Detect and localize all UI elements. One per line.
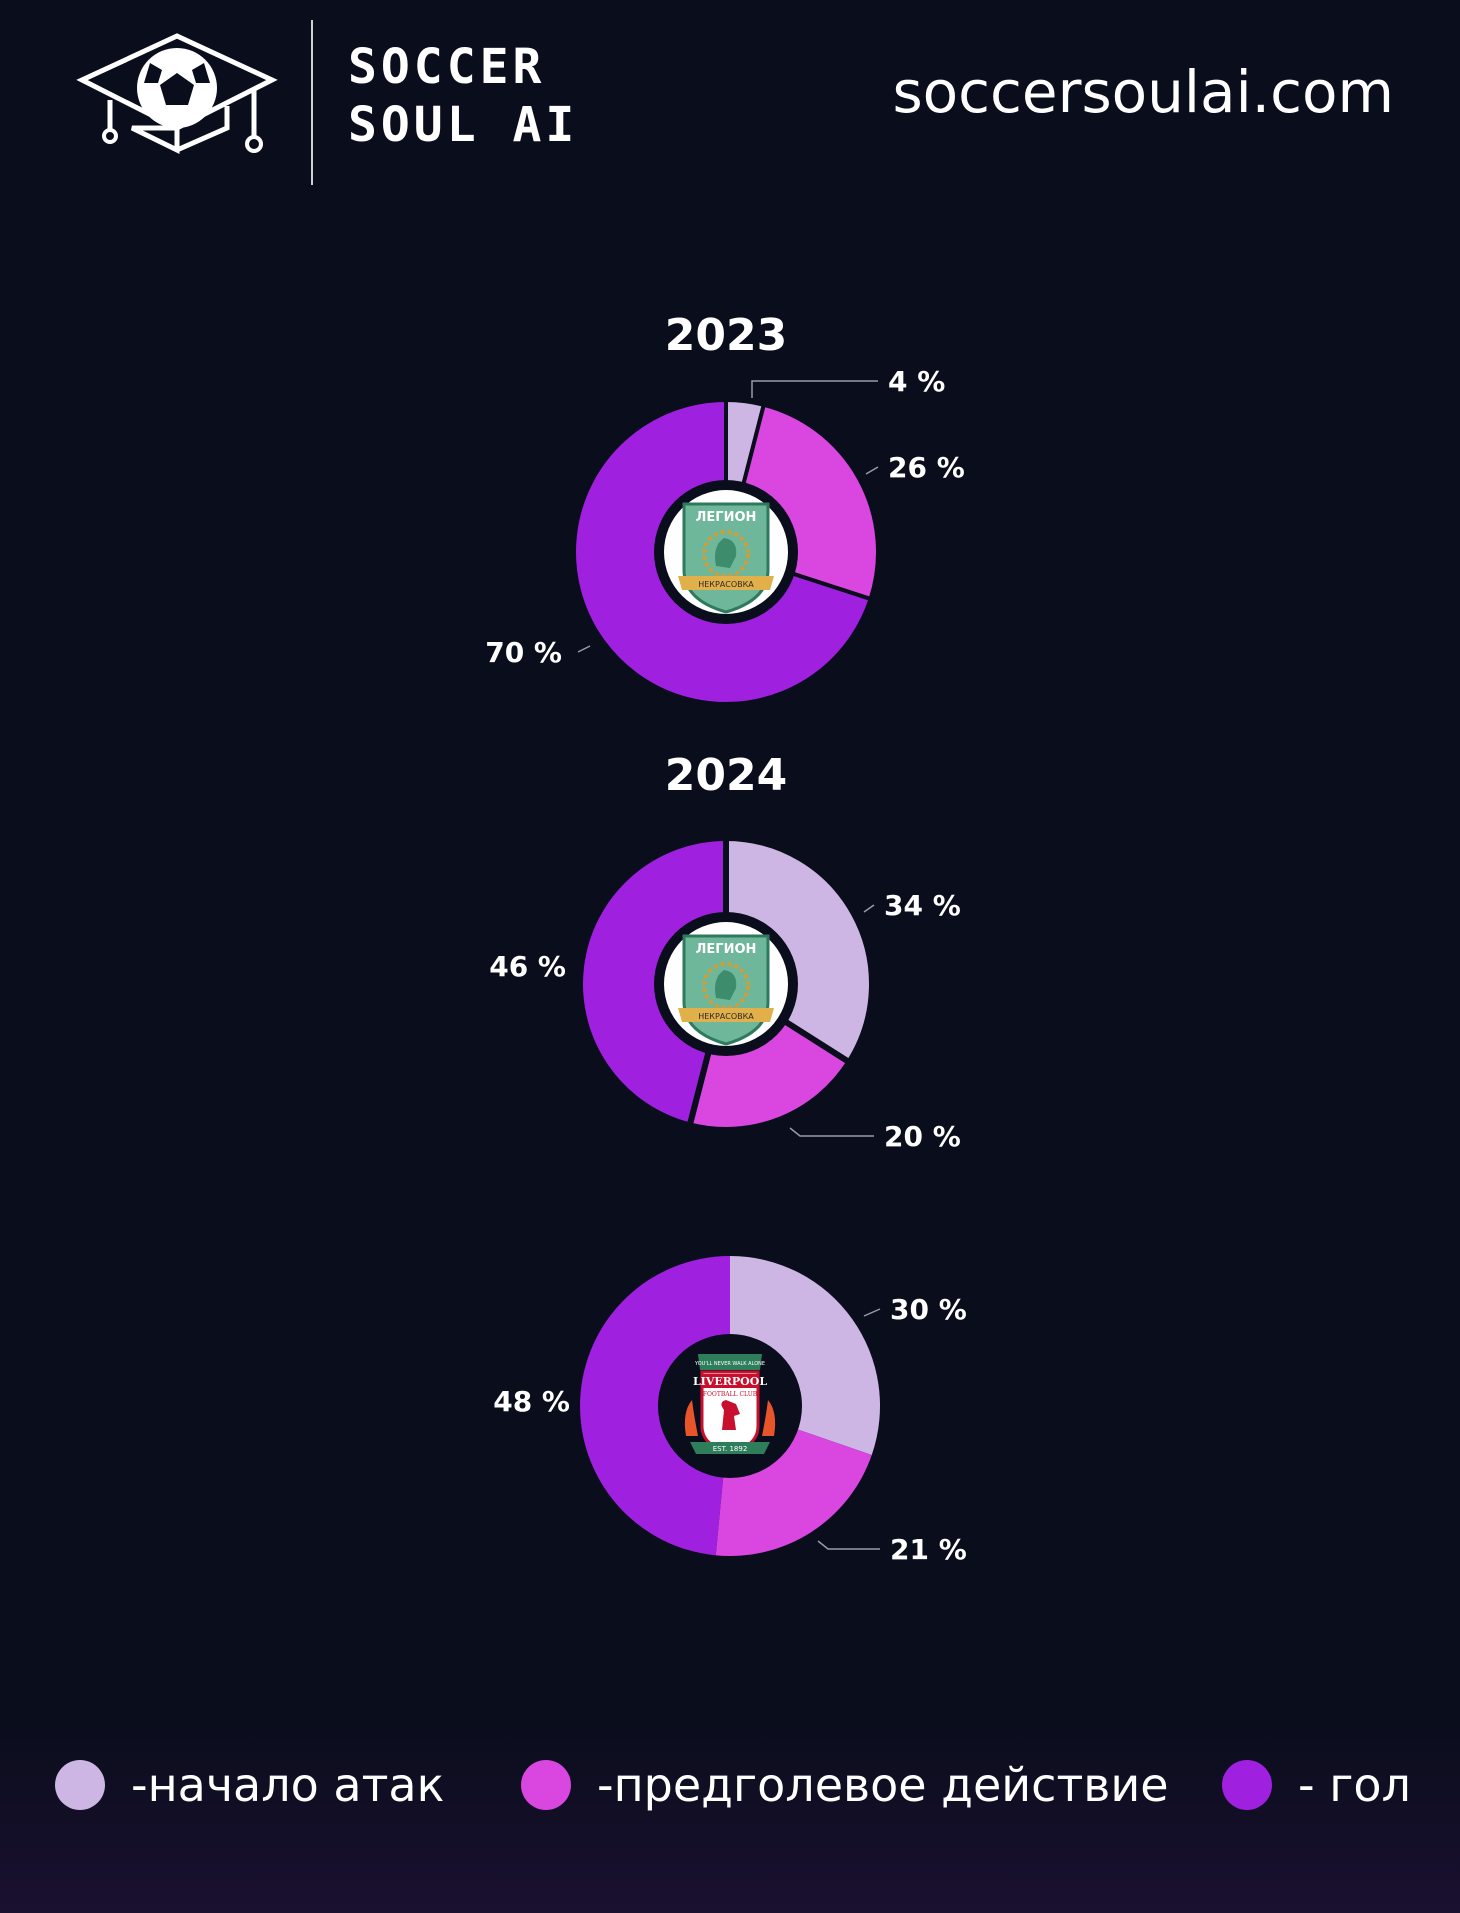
site-url[interactable]: soccersoulai.com — [892, 58, 1394, 126]
donut-chart: 2024 ЛЕГИОН НЕКРАСОВКА 34 % 20 % 46 % — [489, 750, 961, 1153]
header: SOCCER SOUL AI soccersoulai.com — [0, 0, 1460, 200]
legend-swatch-goal — [1222, 1760, 1272, 1810]
label-leader-line — [789, 1127, 874, 1137]
data-label-goal: 46 % — [489, 950, 566, 983]
legend-swatch-start-attack — [55, 1760, 105, 1810]
liverpool-crest-icon: YOU'LL NEVER WALK ALONE LIVERPOOL FOOTBALL… — [658, 1334, 802, 1478]
chart-title: 2023 — [665, 310, 787, 361]
header-divider — [311, 20, 313, 185]
label-leader-line — [577, 645, 591, 653]
chart-title: 2024 — [665, 750, 787, 801]
label-leader-line — [863, 1308, 881, 1317]
data-label-start-attack: 34 % — [884, 889, 961, 922]
soccer-cap-logo-icon — [76, 33, 278, 155]
crest-motto-text: YOU'LL NEVER WALK ALONE — [694, 1361, 765, 1367]
crest-est-text: EST. 1892 — [713, 1445, 748, 1453]
legend-label-goal: - гол — [1298, 1758, 1411, 1812]
donut-chart: YOU'LL NEVER WALK ALONE LIVERPOOL FOOTBALL… — [493, 1256, 967, 1566]
legend-label-pre-goal-action: -предголевое действие — [597, 1758, 1169, 1812]
donut-slice-goal — [577, 834, 729, 1130]
brand-name: SOCCER SOUL AI — [348, 38, 578, 154]
legend-swatch-pre-goal-action — [521, 1760, 571, 1810]
donut-chart: 2023 ЛЕГИОН НЕКРАСОВКА 4 % 26 % 70 % — [485, 310, 965, 706]
data-label-goal: 48 % — [493, 1385, 570, 1418]
crest-subtitle-text: НЕКРАСОВКА — [698, 1012, 754, 1021]
legend-item-goal: - гол — [1222, 1745, 1411, 1825]
data-label-pre-goal-action: 21 % — [890, 1533, 967, 1566]
crest-subtitle-text: FOOTBALL CLUB — [703, 1391, 758, 1398]
donut-slice-goal — [580, 1256, 730, 1556]
crest-title-text: LIVERPOOL — [693, 1375, 767, 1388]
legend-item-start-attack: -начало атак — [55, 1745, 444, 1825]
data-label-pre-goal-action: 26 % — [888, 451, 965, 484]
crest-title-text: ЛЕГИОН — [696, 510, 757, 525]
data-label-start-attack: 4 % — [888, 365, 945, 398]
brand-line-2: SOUL AI — [348, 97, 579, 153]
label-leader-line — [817, 1540, 880, 1550]
label-leader-line — [865, 466, 879, 475]
data-label-start-attack: 30 % — [890, 1293, 967, 1326]
brand-line-1: SOCCER — [348, 39, 546, 95]
crest-subtitle-text: НЕКРАСОВКА — [698, 580, 754, 589]
label-leader-line — [863, 904, 875, 913]
legend: -начало атак -предголевое действие - гол — [0, 1745, 1460, 1825]
label-leader-line — [751, 380, 878, 398]
crest-title-text: ЛЕГИОН — [696, 942, 757, 957]
legion-nekrasovka-crest-icon: ЛЕГИОН НЕКРАСОВКА — [654, 912, 798, 1056]
legend-item-pre-goal-action: -предголевое действие — [521, 1745, 1169, 1825]
legend-label-start-attack: -начало атак — [131, 1758, 445, 1812]
data-label-pre-goal-action: 20 % — [884, 1120, 961, 1153]
data-label-goal: 70 % — [485, 636, 562, 669]
legion-nekrasovka-crest-icon: ЛЕГИОН НЕКРАСОВКА — [654, 480, 798, 624]
